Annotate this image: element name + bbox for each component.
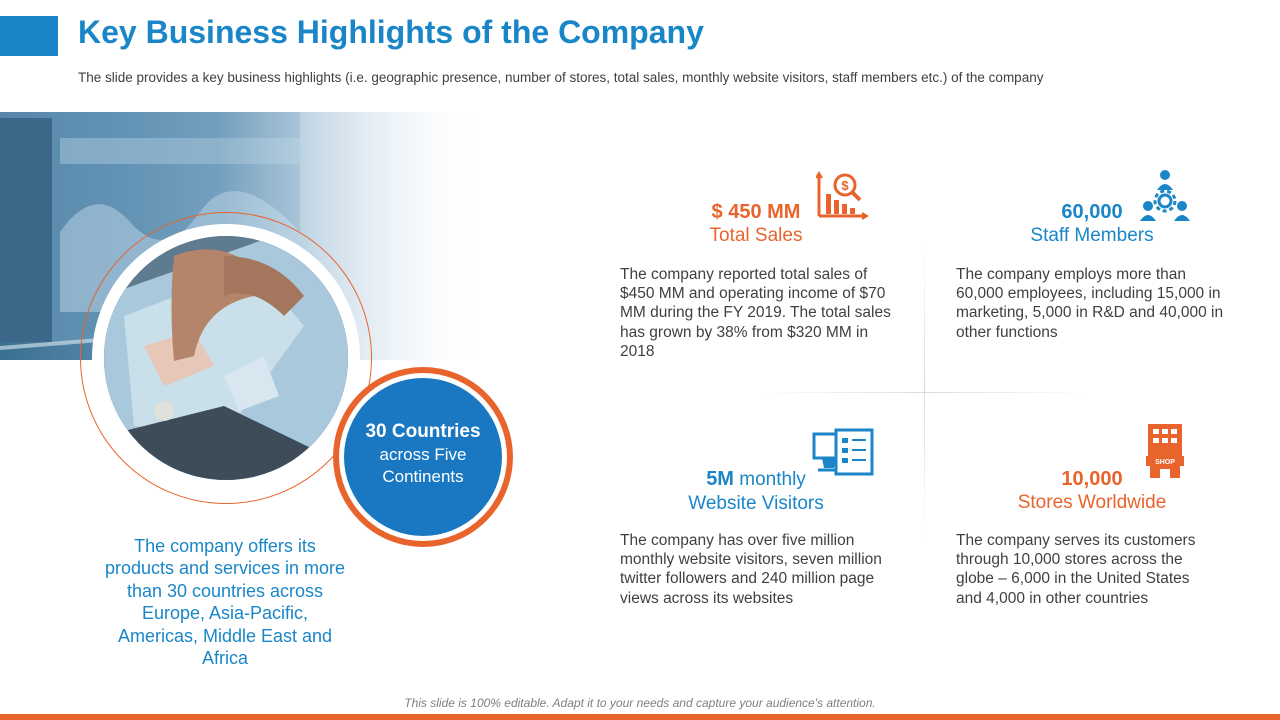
sales-label: Total Sales	[709, 225, 803, 246]
footer-note: This slide is 100% editable. Adapt it to…	[404, 696, 876, 710]
visitors-value-suffix: monthly	[739, 469, 806, 490]
team-network-icon	[1138, 168, 1192, 222]
shop-building-icon: SHOP	[1146, 424, 1184, 478]
stores-description: The company serves its customers through…	[956, 532, 1196, 607]
quadrant-divider-vertical	[924, 240, 925, 540]
website-monitor-icon	[812, 428, 874, 478]
staff-description: The company employs more than 60,000 emp…	[956, 266, 1224, 341]
svg-text:$: $	[841, 178, 849, 193]
staff-label: Staff Members	[1030, 225, 1154, 246]
shop-sign-text: SHOP	[1155, 459, 1175, 466]
decorative-orange-ring	[80, 212, 372, 504]
staff-stat: 60,000 Staff Members	[1012, 200, 1172, 248]
visitors-description: The company has over five million monthl…	[620, 532, 882, 607]
badge-line-1: across Five	[379, 445, 467, 464]
stores-value: 10,000	[1061, 468, 1123, 490]
visitors-value: 5M	[706, 468, 734, 490]
footer-accent-bar	[0, 714, 1280, 720]
stores-stat: 10,000 Stores Worldwide	[1002, 467, 1182, 515]
sales-value: $ 450 MM	[711, 201, 801, 223]
visitors-label: Website Visitors	[688, 493, 824, 514]
stores-label: Stores Worldwide	[1017, 492, 1167, 513]
sales-stat: $ 450 MM Total Sales	[676, 200, 836, 248]
title-accent-block	[0, 16, 58, 56]
badge-line-2: Continents	[382, 467, 464, 486]
visitors-stat: 5M monthly Website Visitors	[656, 467, 856, 516]
badge-headline: 30 Countries	[365, 421, 481, 442]
page-subtitle: The slide provides a key business highli…	[78, 70, 1044, 85]
countries-badge: 30 Countries across Five Continents	[344, 378, 502, 536]
quadrant-divider-horizontal	[760, 392, 1090, 393]
geographic-presence-text: The company offers its products and serv…	[104, 536, 346, 669]
page-title: Key Business Highlights of the Company	[78, 14, 704, 50]
sales-chart-icon: $	[815, 170, 870, 220]
sales-description: The company reported total sales of $450…	[620, 266, 891, 360]
staff-value: 60,000	[1061, 201, 1123, 223]
world-map-photo	[92, 224, 360, 492]
